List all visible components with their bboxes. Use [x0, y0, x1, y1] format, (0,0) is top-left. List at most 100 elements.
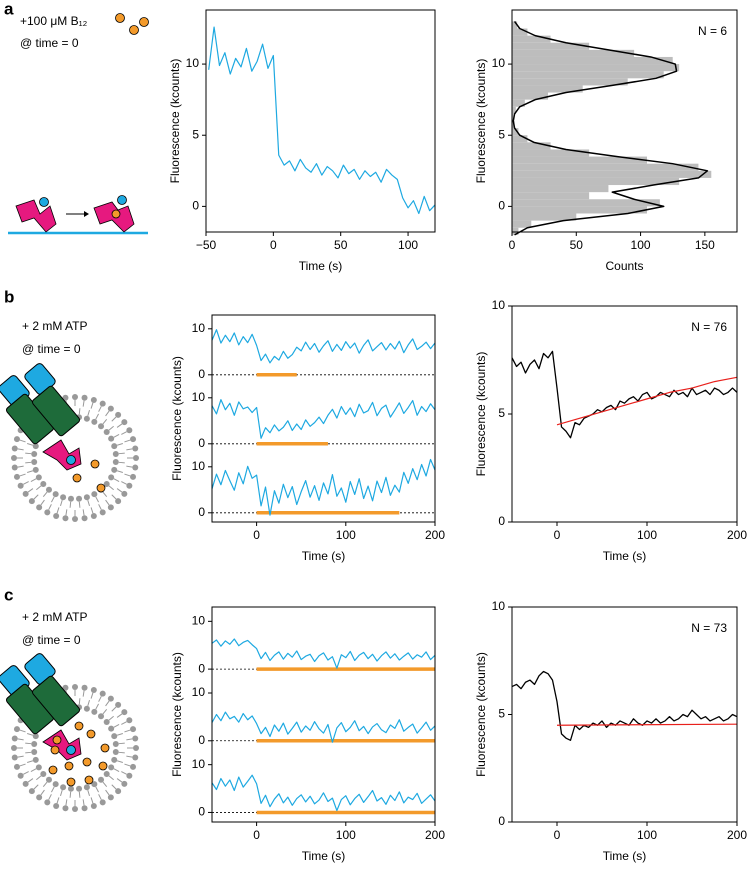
lipid-tail [48, 504, 52, 510]
lipid-tail [105, 499, 110, 506]
y-tick-label: 10 [492, 298, 506, 312]
lipid-tail [40, 499, 45, 506]
schematic-vesicles [0, 363, 139, 812]
lipid-head [11, 445, 18, 452]
y-tick-label: 10 [192, 459, 206, 473]
hist-bar [512, 92, 548, 100]
annotation: N = 73 [691, 621, 727, 635]
lipid-head [52, 491, 59, 498]
lipid-head [60, 784, 67, 791]
lipid-tail [113, 768, 120, 773]
hist-bar [512, 156, 647, 164]
lipid-head [81, 684, 88, 691]
trace [211, 638, 436, 669]
lipid-tail [87, 410, 90, 417]
hist-bar [512, 78, 628, 86]
lipid-tail [25, 452, 32, 455]
lipid-tail [95, 703, 100, 710]
hist-bar [512, 71, 664, 79]
lipid-head [31, 740, 38, 747]
x-tick-label: −50 [196, 238, 217, 252]
y-tick-label: 0 [198, 505, 205, 519]
ligand [50, 745, 60, 755]
lipid-tail [126, 755, 133, 758]
y-tick-label: 10 [492, 599, 506, 613]
lipid-tail [69, 501, 72, 508]
lipid-head [35, 764, 42, 771]
lipid-head [107, 405, 114, 412]
lipid-head [28, 788, 35, 795]
lipid-head [45, 776, 52, 783]
hist-bar [512, 192, 590, 200]
lipid-head [76, 495, 83, 502]
lipid-head [22, 780, 29, 787]
y-tick-label: 0 [498, 514, 505, 528]
x-tick-label: 200 [425, 828, 445, 842]
lipid-head [133, 455, 139, 461]
lipid-head [121, 780, 128, 787]
lipid-tail [126, 738, 133, 741]
lipid-tail [98, 696, 102, 702]
binding-protein [42, 439, 82, 471]
lipid-tail [23, 481, 29, 485]
lipid-tail [48, 794, 52, 800]
lipid-tail [126, 448, 133, 451]
y-tick-label: 5 [498, 707, 505, 721]
condition: +100 μM B₁₂ [20, 14, 88, 28]
lipid-head [126, 772, 133, 779]
ligand [52, 735, 62, 745]
lipid-head [99, 400, 106, 407]
x-tick-label: 150 [695, 238, 715, 252]
lipid-tail [102, 419, 108, 425]
x-tick-label: 100 [637, 828, 657, 842]
lipid-tail [65, 799, 68, 806]
lipid-head [108, 764, 115, 771]
lipid-tail [124, 729, 131, 733]
x-tick-label: 100 [637, 528, 657, 542]
lipid-tail [113, 433, 120, 438]
hist-bar [512, 220, 532, 228]
x-axis-label: Time (s) [603, 849, 647, 863]
lipid-tail [17, 755, 24, 758]
y-tick-label: 10 [192, 757, 206, 771]
plot-frame [211, 314, 436, 523]
lipid-head [126, 427, 133, 434]
lipid-head [111, 443, 118, 450]
lipid-tail [98, 504, 102, 510]
lipid-tail [42, 781, 48, 787]
lipid-tail [25, 751, 32, 754]
lipid-tail [82, 690, 85, 697]
lipid-head [112, 740, 119, 747]
annotation: N = 6 [698, 24, 727, 38]
lipid-head [53, 513, 60, 520]
x-tick-label: 200 [727, 828, 747, 842]
binding-protein [42, 729, 82, 761]
lipid-head [76, 785, 83, 792]
lipid-head [32, 466, 39, 473]
plot-frame [211, 606, 436, 823]
lipid-head [107, 794, 114, 801]
x-tick-label: 200 [727, 528, 747, 542]
lipid-head [98, 776, 105, 783]
lipid-head [115, 498, 122, 505]
lipid-tail [95, 496, 100, 503]
lipid-tail [27, 443, 34, 446]
lipid-tail [19, 439, 26, 443]
lipid-tail [78, 408, 81, 415]
lipid-tail [118, 461, 125, 464]
lipid-tail [27, 760, 34, 763]
y-tick-label: 0 [198, 367, 205, 381]
lipid-tail [116, 443, 123, 446]
ligand [86, 729, 96, 739]
lipid-head [72, 684, 78, 690]
transporter-tmd [31, 385, 81, 437]
lipid-head [13, 726, 20, 733]
lipid-head [121, 709, 128, 716]
lipid-head [108, 435, 115, 442]
hist-bar [512, 227, 519, 235]
lipid-head [17, 772, 24, 779]
lipid-head [111, 733, 118, 740]
lipid-tail [19, 763, 26, 767]
hist-bar [512, 149, 590, 157]
hist-bar [512, 206, 647, 214]
